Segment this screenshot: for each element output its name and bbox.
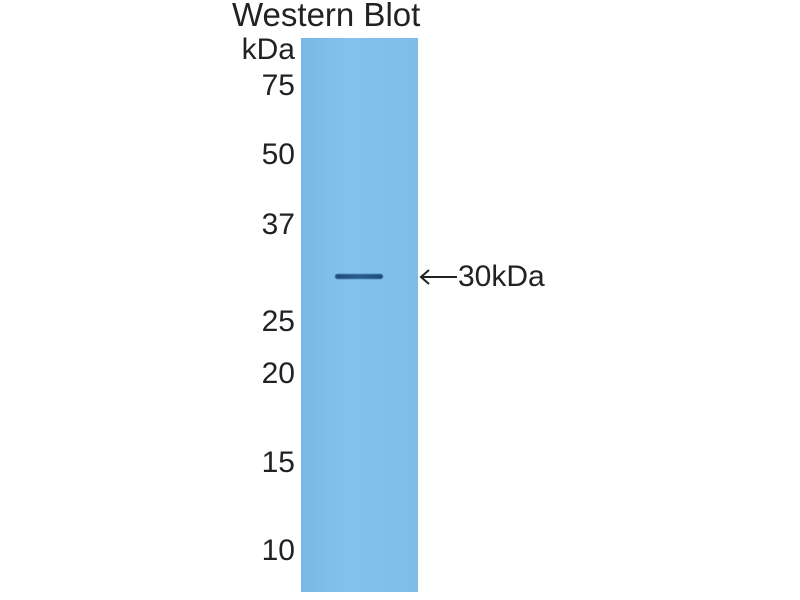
- marker-37: 37: [261, 208, 295, 241]
- figure-title: Western Blot: [232, 0, 421, 33]
- band-size-label: 30kDa: [458, 260, 545, 293]
- marker-75: 75: [261, 69, 295, 102]
- marker-25: 25: [261, 305, 295, 338]
- unit-label: kDa: [241, 33, 295, 66]
- left-arrow-icon: [419, 269, 457, 285]
- blot-lane: [301, 38, 418, 592]
- marker-20: 20: [261, 357, 295, 390]
- marker-10: 10: [261, 534, 295, 567]
- marker-50: 50: [261, 138, 295, 171]
- marker-15: 15: [261, 446, 295, 479]
- protein-band: [335, 274, 383, 279]
